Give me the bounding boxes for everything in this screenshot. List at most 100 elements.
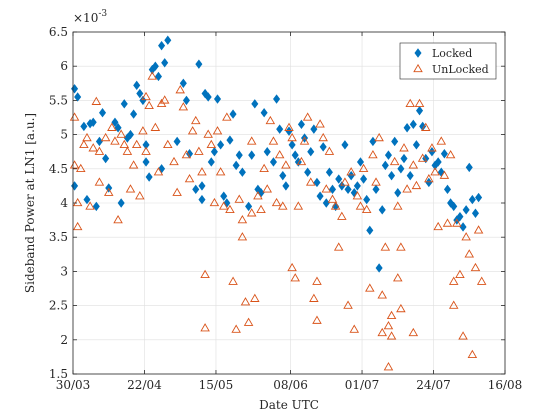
point-locked bbox=[397, 164, 405, 174]
point-locked bbox=[384, 150, 392, 160]
point-unlocked bbox=[150, 122, 161, 131]
point-unlocked bbox=[215, 167, 226, 176]
point-unlocked bbox=[343, 300, 353, 309]
point-locked bbox=[114, 123, 122, 133]
point-unlocked bbox=[448, 276, 459, 285]
point-unlocked bbox=[103, 187, 114, 196]
point-locked bbox=[341, 140, 349, 150]
point-unlocked bbox=[461, 232, 471, 241]
point-unlocked bbox=[228, 276, 238, 285]
y-tick-label: 5 bbox=[60, 128, 68, 142]
point-unlocked bbox=[455, 269, 465, 278]
series-unlocked bbox=[69, 71, 487, 371]
point-locked bbox=[207, 157, 215, 167]
point-unlocked bbox=[175, 85, 185, 94]
point-unlocked bbox=[212, 126, 223, 135]
point-unlocked bbox=[225, 204, 235, 214]
point-locked bbox=[251, 99, 259, 109]
point-unlocked bbox=[172, 187, 182, 196]
y-tick-label: 6.5 bbox=[49, 25, 68, 39]
point-locked bbox=[304, 167, 312, 177]
point-unlocked bbox=[147, 71, 158, 80]
point-unlocked bbox=[144, 100, 154, 110]
point-unlocked bbox=[262, 184, 273, 193]
point-unlocked bbox=[181, 150, 192, 159]
y-tick-label: 5.5 bbox=[49, 93, 68, 107]
point-locked bbox=[248, 150, 256, 160]
point-unlocked bbox=[337, 211, 347, 220]
point-unlocked bbox=[405, 98, 415, 108]
point-locked bbox=[443, 184, 452, 195]
point-unlocked bbox=[396, 242, 406, 251]
point-unlocked bbox=[187, 126, 198, 135]
point-unlocked bbox=[159, 95, 170, 104]
point-unlocked bbox=[420, 122, 431, 131]
point-unlocked bbox=[218, 201, 229, 210]
point-unlocked bbox=[417, 153, 428, 162]
x-tick-label: 22/04 bbox=[127, 378, 162, 392]
point-unlocked bbox=[293, 201, 304, 210]
point-unlocked bbox=[194, 146, 204, 155]
point-locked bbox=[356, 157, 365, 167]
point-locked bbox=[120, 99, 128, 109]
point-unlocked bbox=[399, 143, 409, 152]
point-unlocked bbox=[141, 146, 151, 155]
point-unlocked bbox=[237, 214, 248, 224]
point-locked bbox=[226, 135, 234, 145]
point-locked bbox=[204, 92, 212, 102]
point-unlocked bbox=[452, 218, 462, 227]
point-unlocked bbox=[163, 139, 173, 149]
point-locked bbox=[83, 194, 91, 205]
point-unlocked bbox=[383, 321, 394, 330]
point-locked bbox=[213, 94, 222, 104]
point-unlocked bbox=[312, 315, 322, 324]
point-unlocked bbox=[414, 98, 425, 108]
x-tick-label: 15/05 bbox=[199, 378, 234, 392]
legend: Locked UnLocked bbox=[399, 42, 497, 80]
point-unlocked bbox=[85, 201, 95, 210]
point-locked bbox=[263, 146, 271, 157]
point-locked bbox=[338, 181, 346, 191]
point-unlocked bbox=[436, 136, 447, 145]
point-unlocked bbox=[318, 132, 328, 142]
point-unlocked bbox=[131, 139, 142, 149]
point-locked bbox=[164, 35, 172, 45]
point-unlocked bbox=[433, 221, 443, 231]
point-locked bbox=[273, 94, 281, 104]
point-locked bbox=[297, 119, 305, 130]
point-unlocked bbox=[467, 349, 478, 359]
point-locked bbox=[179, 78, 187, 88]
point-locked bbox=[95, 136, 103, 147]
point-locked bbox=[344, 184, 352, 195]
point-locked bbox=[291, 150, 299, 160]
point-unlocked bbox=[190, 115, 201, 125]
point-locked bbox=[462, 205, 470, 215]
point-locked bbox=[328, 184, 337, 195]
point-unlocked bbox=[259, 163, 269, 172]
y-tick-label: 4.5 bbox=[49, 162, 68, 176]
point-unlocked bbox=[76, 163, 86, 172]
point-locked bbox=[279, 170, 287, 181]
point-locked bbox=[319, 142, 327, 152]
point-unlocked bbox=[408, 327, 419, 337]
y-tick-label: 3.5 bbox=[49, 230, 68, 244]
x-tick-label: 24/07 bbox=[416, 378, 451, 392]
point-locked bbox=[182, 95, 190, 106]
point-locked bbox=[388, 170, 396, 181]
point-unlocked bbox=[278, 201, 288, 210]
y-axis-exponent: ×10-3 bbox=[73, 9, 107, 25]
point-unlocked bbox=[352, 191, 363, 200]
point-locked bbox=[235, 150, 243, 160]
point-locked bbox=[288, 140, 296, 150]
point-unlocked bbox=[281, 160, 291, 169]
point-locked bbox=[450, 201, 458, 212]
point-unlocked bbox=[424, 173, 434, 183]
point-locked bbox=[400, 153, 408, 164]
y-tick-label: 1.5 bbox=[49, 367, 68, 381]
x-tick-label: 16/08 bbox=[488, 378, 523, 392]
point-unlocked bbox=[309, 293, 319, 302]
point-locked bbox=[117, 198, 125, 208]
point-unlocked bbox=[206, 139, 217, 149]
point-locked bbox=[366, 225, 374, 236]
